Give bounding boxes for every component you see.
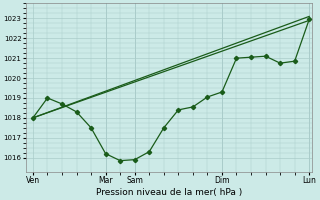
X-axis label: Pression niveau de la mer( hPa ): Pression niveau de la mer( hPa ) bbox=[96, 188, 242, 197]
